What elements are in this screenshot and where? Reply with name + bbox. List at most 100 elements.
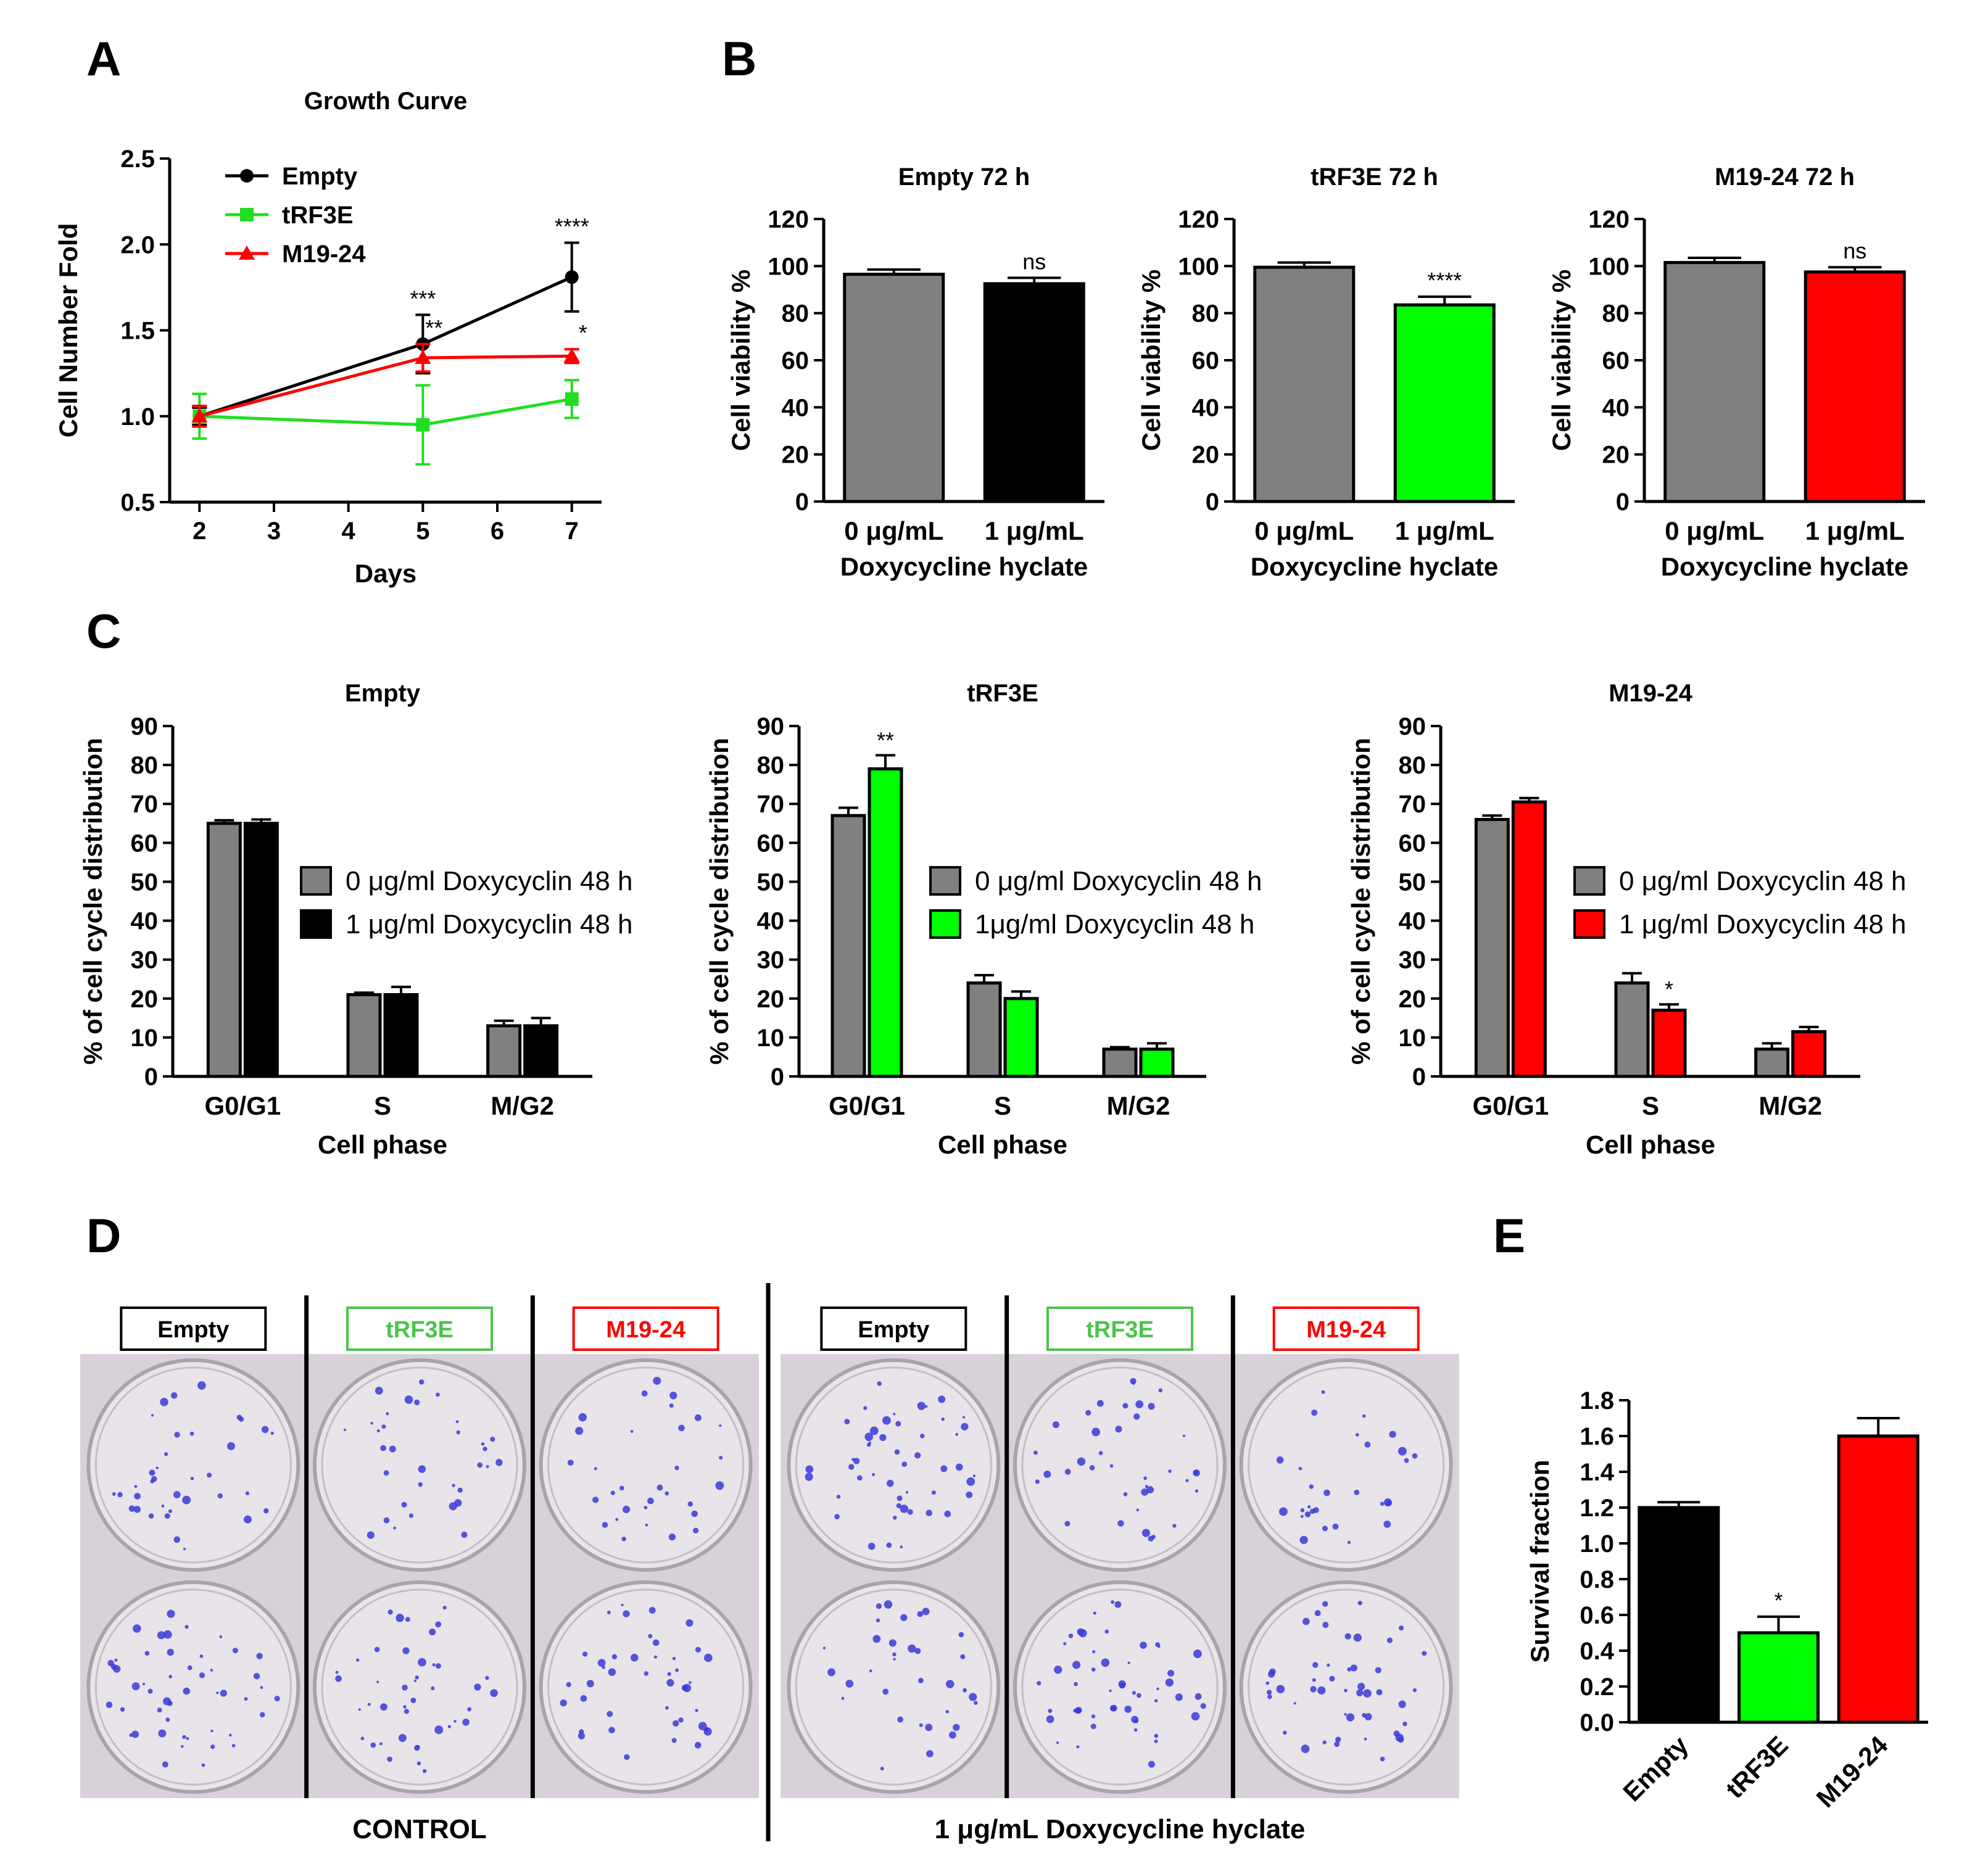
colony (431, 1686, 435, 1691)
colony (187, 1665, 193, 1670)
colony (1322, 1622, 1329, 1628)
column-label: tRF3E (386, 1317, 454, 1343)
colony (895, 1421, 901, 1427)
colony (199, 1654, 204, 1658)
colony (1140, 1641, 1147, 1649)
y-tick-label: 50 (131, 869, 159, 896)
colony (1276, 1456, 1284, 1464)
colony-plates-panel: Empty tRF3E M19-24 CONTROL Empty tRF3E M19-24 1… (80, 1283, 1459, 1844)
colony (675, 1668, 679, 1672)
colony (1299, 1535, 1308, 1545)
colony (1278, 1507, 1288, 1516)
colony (896, 1503, 901, 1509)
colony (1035, 1479, 1040, 1484)
y-tick-label: 10 (757, 1025, 785, 1052)
colony (210, 1669, 213, 1672)
label-box (1046, 1306, 1193, 1351)
y-tick-label: 80 (757, 752, 785, 779)
legend-label: tRF3E (282, 202, 354, 229)
colony (877, 1381, 882, 1386)
colony (1074, 1707, 1082, 1714)
colony (1398, 1700, 1406, 1708)
colony (260, 1686, 263, 1690)
colony (1155, 1642, 1161, 1648)
y-tick-label: 50 (1399, 869, 1427, 896)
colony (1265, 1681, 1270, 1685)
colony (199, 1672, 205, 1678)
colony (1362, 1414, 1366, 1418)
colony (866, 1442, 871, 1447)
colony (1148, 1760, 1155, 1768)
colony (1072, 1661, 1081, 1669)
colony (245, 1491, 250, 1495)
colony (376, 1429, 380, 1433)
chart-title: M19-24 (1609, 680, 1692, 707)
legend-swatch (1573, 909, 1605, 939)
colony (128, 1505, 136, 1512)
colony (416, 1761, 421, 1766)
colony (1364, 1441, 1371, 1448)
colony (413, 1679, 417, 1682)
colony (1327, 1663, 1330, 1667)
bar (1638, 1506, 1720, 1724)
colony (232, 1648, 238, 1654)
y-tick-label: 70 (757, 791, 785, 818)
colony (1322, 1601, 1328, 1607)
colony (1141, 1529, 1151, 1537)
significance-label: ns (1843, 238, 1866, 263)
colony (704, 1653, 713, 1662)
colony (703, 1727, 712, 1736)
colony (871, 1472, 876, 1476)
colony (404, 1395, 413, 1404)
colony (914, 1648, 921, 1654)
colony (447, 1725, 451, 1728)
colony (1148, 1403, 1155, 1410)
colony (914, 1452, 921, 1459)
colony (1127, 1661, 1130, 1664)
marker-square (240, 208, 254, 221)
colony (1364, 1737, 1367, 1741)
colony (1195, 1693, 1202, 1700)
bar (983, 282, 1085, 503)
colony (183, 1687, 191, 1695)
colony (155, 1466, 159, 1469)
colony (868, 1542, 876, 1550)
colony (578, 1732, 586, 1740)
colony (1344, 1688, 1348, 1693)
group-caption: CONTROL (352, 1814, 487, 1844)
colony (882, 1688, 889, 1695)
colony (1267, 1694, 1272, 1699)
significance-label: **** (555, 213, 589, 239)
x-tick-label: 1 μg/mL (1395, 516, 1494, 545)
colony (220, 1690, 227, 1697)
colony (1386, 1637, 1393, 1643)
colony (962, 1416, 966, 1419)
colony (1398, 1625, 1404, 1631)
y-tick-label: 100 (1588, 253, 1630, 280)
colony (667, 1672, 671, 1676)
colony (379, 1742, 383, 1746)
x-tick-label: 2 (193, 518, 206, 545)
colony (1137, 1693, 1141, 1698)
panel-label-e: E (1493, 1208, 1525, 1263)
colony (880, 1767, 884, 1771)
colony (678, 1717, 684, 1723)
colony (419, 1379, 425, 1385)
x-tick-label: M/G2 (1107, 1091, 1170, 1120)
colony (669, 1403, 674, 1408)
colony (133, 1506, 141, 1513)
colony (630, 1653, 639, 1662)
colony (434, 1725, 444, 1735)
colony (1185, 1479, 1189, 1482)
bar (1003, 997, 1039, 1078)
colony (253, 1672, 260, 1680)
colony (644, 1506, 648, 1509)
colony (919, 1434, 925, 1439)
y-tick-label: 60 (1399, 830, 1427, 857)
colony (1314, 1610, 1321, 1617)
colony (1165, 1678, 1174, 1687)
colony (607, 1711, 613, 1717)
colony (615, 1517, 619, 1521)
y-tick-label: 80 (1192, 300, 1220, 328)
colony (691, 1510, 698, 1517)
